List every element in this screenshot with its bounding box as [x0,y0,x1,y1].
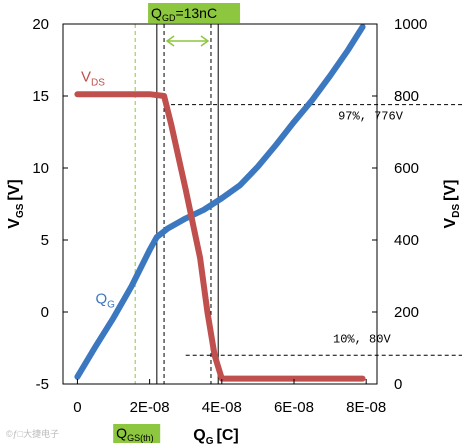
x-tick-label: 4E-08 [202,399,242,416]
reference-lines [134,24,462,384]
x-tick-label: 8E-08 [346,399,386,416]
y-right-tick-label: 1000 [394,16,427,33]
series-line-qg [74,23,366,380]
qgs-th-label: QGS(th) [116,425,153,443]
series-layer [74,23,366,382]
y-right-tick-label: 600 [394,160,419,177]
y-left-axis-title: VGS[V] [6,179,26,228]
plot-frame [62,23,378,385]
y-right-tick-label: 800 [394,88,419,105]
series-label-vds: VDS [81,69,105,89]
y-left-tick-label: 10 [32,160,49,177]
x-tick-label: 0 [73,399,81,416]
y-left-tick-label: 20 [32,16,49,33]
y-left-tick-label: 0 [41,304,49,321]
qgd-highlight-box [148,3,241,23]
watermark: ©ƒ□大捷电子 [6,428,59,439]
x-tick-label: 6E-08 [274,399,314,416]
annotation-97-percent: 97%, 776V [338,109,404,123]
series-line-vds [74,91,366,382]
y-right-tick-label: 400 [394,232,419,249]
x-tick-label: 2E-08 [130,399,170,416]
y-left-tick-label: 15 [32,88,49,105]
y-right-tick-label: 200 [394,304,419,321]
annotation-group: 97%, 776V 10%, 80V [333,109,404,346]
qgd-arrow-head-right [200,35,210,47]
y-left-tick-label: -5 [36,376,49,393]
y-right-tick-label: 0 [394,376,402,393]
qgd-arrow-head-left [165,35,175,47]
series-label-qg: QG [95,290,115,310]
x-axis-title: QG [C] [193,427,238,445]
y-right-axis-title: VDS[V] [442,180,462,229]
plot-border [62,23,378,385]
qgd-double-arrow [165,35,210,47]
annotation-10-percent: 10%, 80V [333,333,391,347]
tick-layer: 0 2E-08 4E-08 6E-08 8E-08-505101520020040060… [32,16,427,416]
qgs-th-highlight-box [113,424,161,443]
y-left-tick-label: 5 [41,232,49,249]
qgd-label: QGD=13nC [151,5,217,23]
